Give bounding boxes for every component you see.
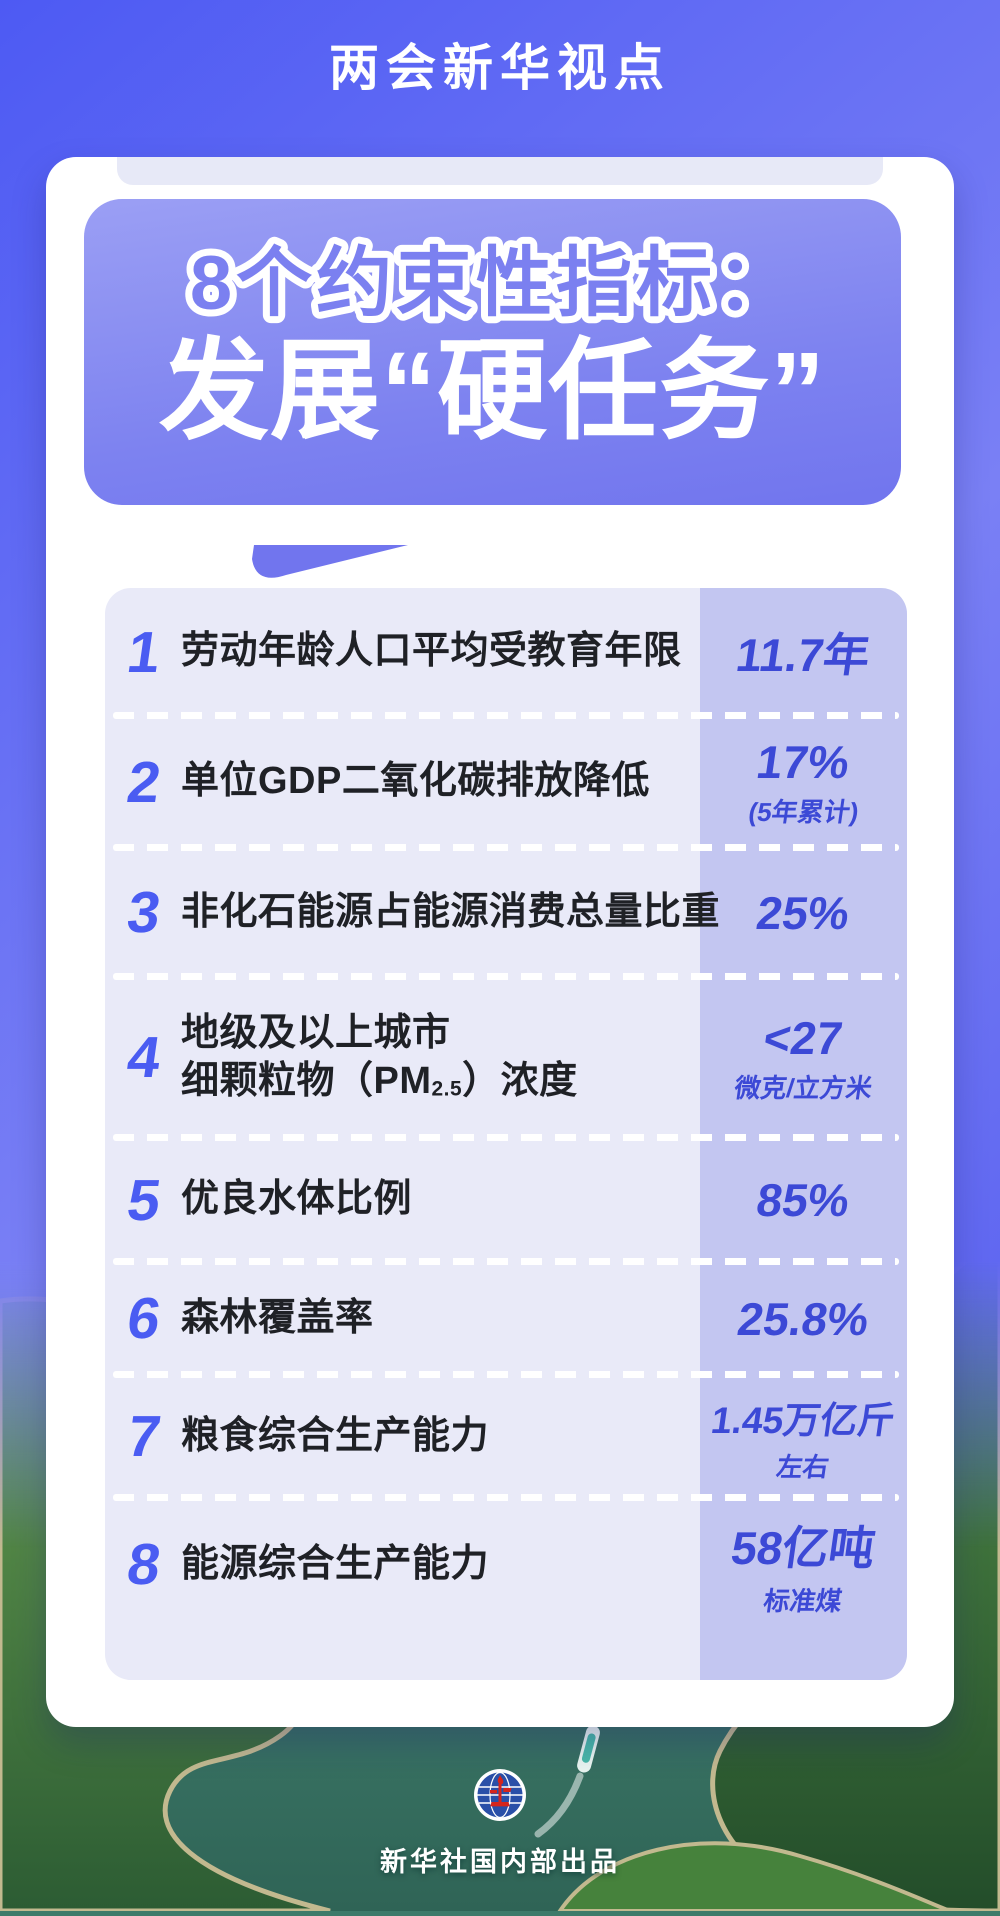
row-value-sub: 标准煤 (762, 1585, 845, 1616)
row-value: 17% (753, 736, 854, 788)
row-value-box: 17% (5年累计) (700, 716, 907, 848)
title-line1: 8个约束性指标： (189, 241, 795, 326)
row-label: 劳动年龄人口平均受教育年限 (181, 630, 682, 673)
xinhua-logo-mark (490, 1775, 512, 1807)
row-label: 地级及以上城市 细颗粒物（PM2.5）浓度 (181, 1012, 578, 1102)
row-value: <27 (760, 1011, 847, 1064)
row-value-sub: 微克/立方米 (732, 1072, 875, 1103)
row-value-box: <27 微克/立方米 (700, 977, 907, 1138)
row-number: 7 (123, 1404, 165, 1469)
row-number: 6 (123, 1286, 165, 1351)
title-line1-graphic: 8个约束性指标： (182, 234, 798, 333)
row-value: 1.45万亿斤 (708, 1399, 898, 1441)
banner-title: 两会新华视点 (329, 40, 671, 96)
row-label: 优良水体比例 (181, 1178, 413, 1221)
indicator-table-rows: 1 劳动年龄人口平均受教育年限 11.7年 2 单位GDP二氧化碳排放降低 17… (105, 588, 907, 1680)
row-value-box: 25% (700, 848, 907, 977)
table-row: 6 森林覆盖率 25.8% (105, 1262, 907, 1375)
row-label: 森林覆盖率 (181, 1296, 374, 1339)
row-value: 11.7年 (732, 629, 874, 681)
row-label: 非化石能源占能源消费总量比重 (181, 890, 721, 933)
table-row: 2 单位GDP二氧化碳排放降低 17% (5年累计) (105, 716, 907, 848)
row-number: 8 (123, 1532, 165, 1597)
table-row: 5 优良水体比例 85% (105, 1138, 907, 1262)
row-value-box: 25.8% (700, 1262, 907, 1375)
title-speech-bubble: 8个约束性指标： 发展“硬任务” (84, 199, 901, 578)
row-label: 单位GDP二氧化碳排放降低 (181, 760, 650, 803)
indicator-table: 1 劳动年龄人口平均受教育年限 11.7年 2 单位GDP二氧化碳排放降低 17… (105, 588, 907, 1680)
row-number: 4 (123, 1025, 165, 1090)
top-banner: 两会新华视点 (0, 0, 1000, 128)
speech-bubble-tail (252, 545, 408, 578)
row-number: 3 (123, 880, 165, 945)
row-value: 85% (753, 1174, 854, 1226)
row-value: 58亿吨 (727, 1521, 879, 1574)
credit-text: 新华社国内部出品 (380, 1847, 620, 1877)
row-value-box: 58亿吨 标准煤 (700, 1498, 907, 1631)
row-label: 能源综合生产能力 (181, 1542, 490, 1585)
row-label: 粮食综合生产能力 (181, 1414, 490, 1457)
row-value-sub: (5年累计) (746, 797, 861, 827)
table-row: 4 地级及以上城市 细颗粒物（PM2.5）浓度 <27 微克/立方米 (105, 977, 907, 1138)
row-value-box: 1.45万亿斤 左右 (700, 1375, 907, 1498)
xinhua-logo (473, 1768, 527, 1822)
table-row: 7 粮食综合生产能力 1.45万亿斤 左右 (105, 1375, 907, 1498)
row-value: 25.8% (734, 1292, 873, 1345)
row-value-box: 11.7年 (700, 588, 907, 716)
card-top-tab-decoration (117, 157, 883, 185)
row-number: 2 (123, 749, 165, 815)
table-row: 8 能源综合生产能力 58亿吨 标准煤 (105, 1498, 907, 1631)
table-row: 1 劳动年龄人口平均受教育年限 11.7年 (105, 588, 907, 716)
row-number: 5 (123, 1167, 165, 1233)
row-value-sub: 左右 (775, 1451, 832, 1482)
table-row: 3 非化石能源占能源消费总量比重 25% (105, 848, 907, 977)
title-line2: 发展“硬任务” (159, 330, 826, 453)
row-value-box: 85% (700, 1138, 907, 1262)
row-number: 1 (123, 619, 165, 685)
main-card: 8个约束性指标： 发展“硬任务” 1 劳动年龄人口平均受教育年限 11.7年 2… (46, 157, 954, 1727)
row-value: 25% (753, 886, 854, 939)
